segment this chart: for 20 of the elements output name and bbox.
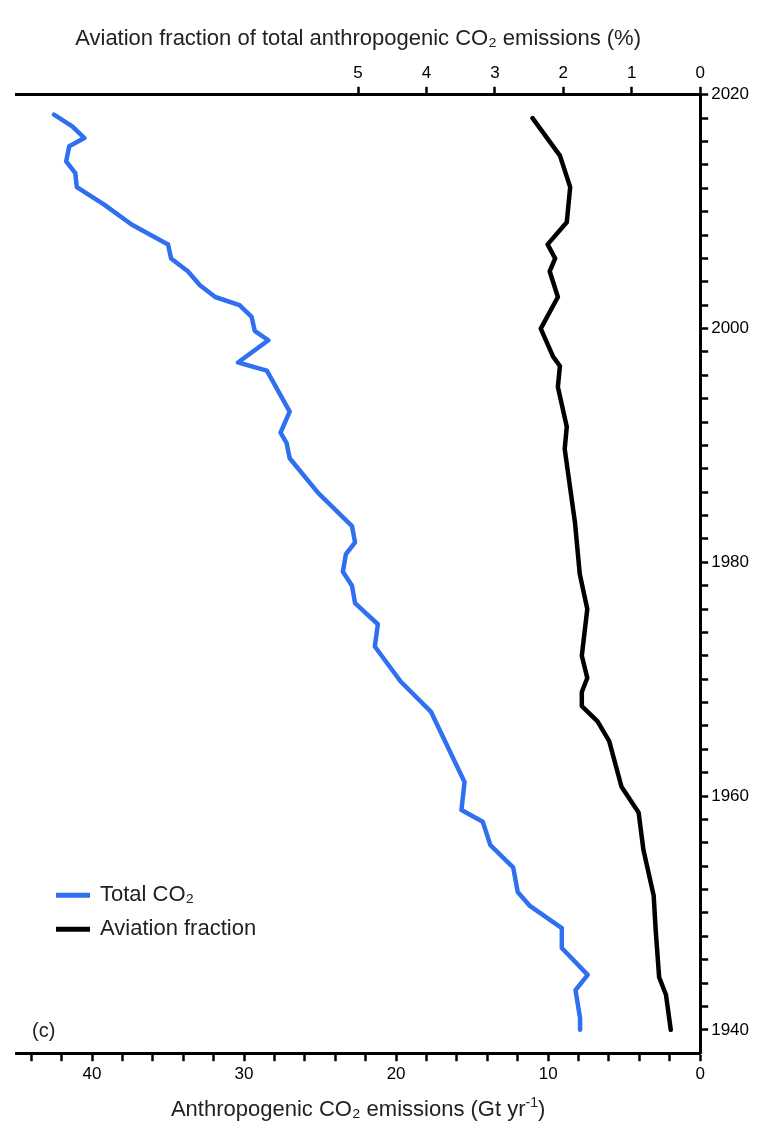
x2-tick-label: 4	[421, 63, 432, 83]
y-tick-label: 2000	[711, 318, 750, 338]
x-tick-label: 10	[538, 1064, 558, 1084]
y-tick-label: 2020	[711, 84, 750, 104]
x2-tick-label: 5	[353, 63, 363, 83]
legend-label: Total CO₂	[100, 881, 195, 907]
y-tick-label: 1960	[711, 785, 750, 805]
legend-label: Aviation fraction	[100, 915, 257, 941]
annotation: (c)	[32, 1018, 56, 1041]
x-tick-label: 30	[234, 1064, 254, 1084]
x2-tick-label: 3	[490, 63, 500, 83]
x2-tick-label: 1	[627, 63, 637, 83]
x2-tick-label: 2	[558, 63, 569, 83]
x-tick-label: 0	[695, 1064, 705, 1084]
x2-tick-label: 0	[695, 63, 705, 83]
y-tick-label: 1940	[711, 1019, 750, 1039]
x-tick-label: 40	[82, 1064, 102, 1084]
y-tick-label: 1980	[711, 552, 750, 571]
x-tick-label: 20	[386, 1064, 406, 1084]
x2-axis-title: Aviation fraction of total anthropogenic CO₂ emissions (%)	[75, 25, 641, 51]
